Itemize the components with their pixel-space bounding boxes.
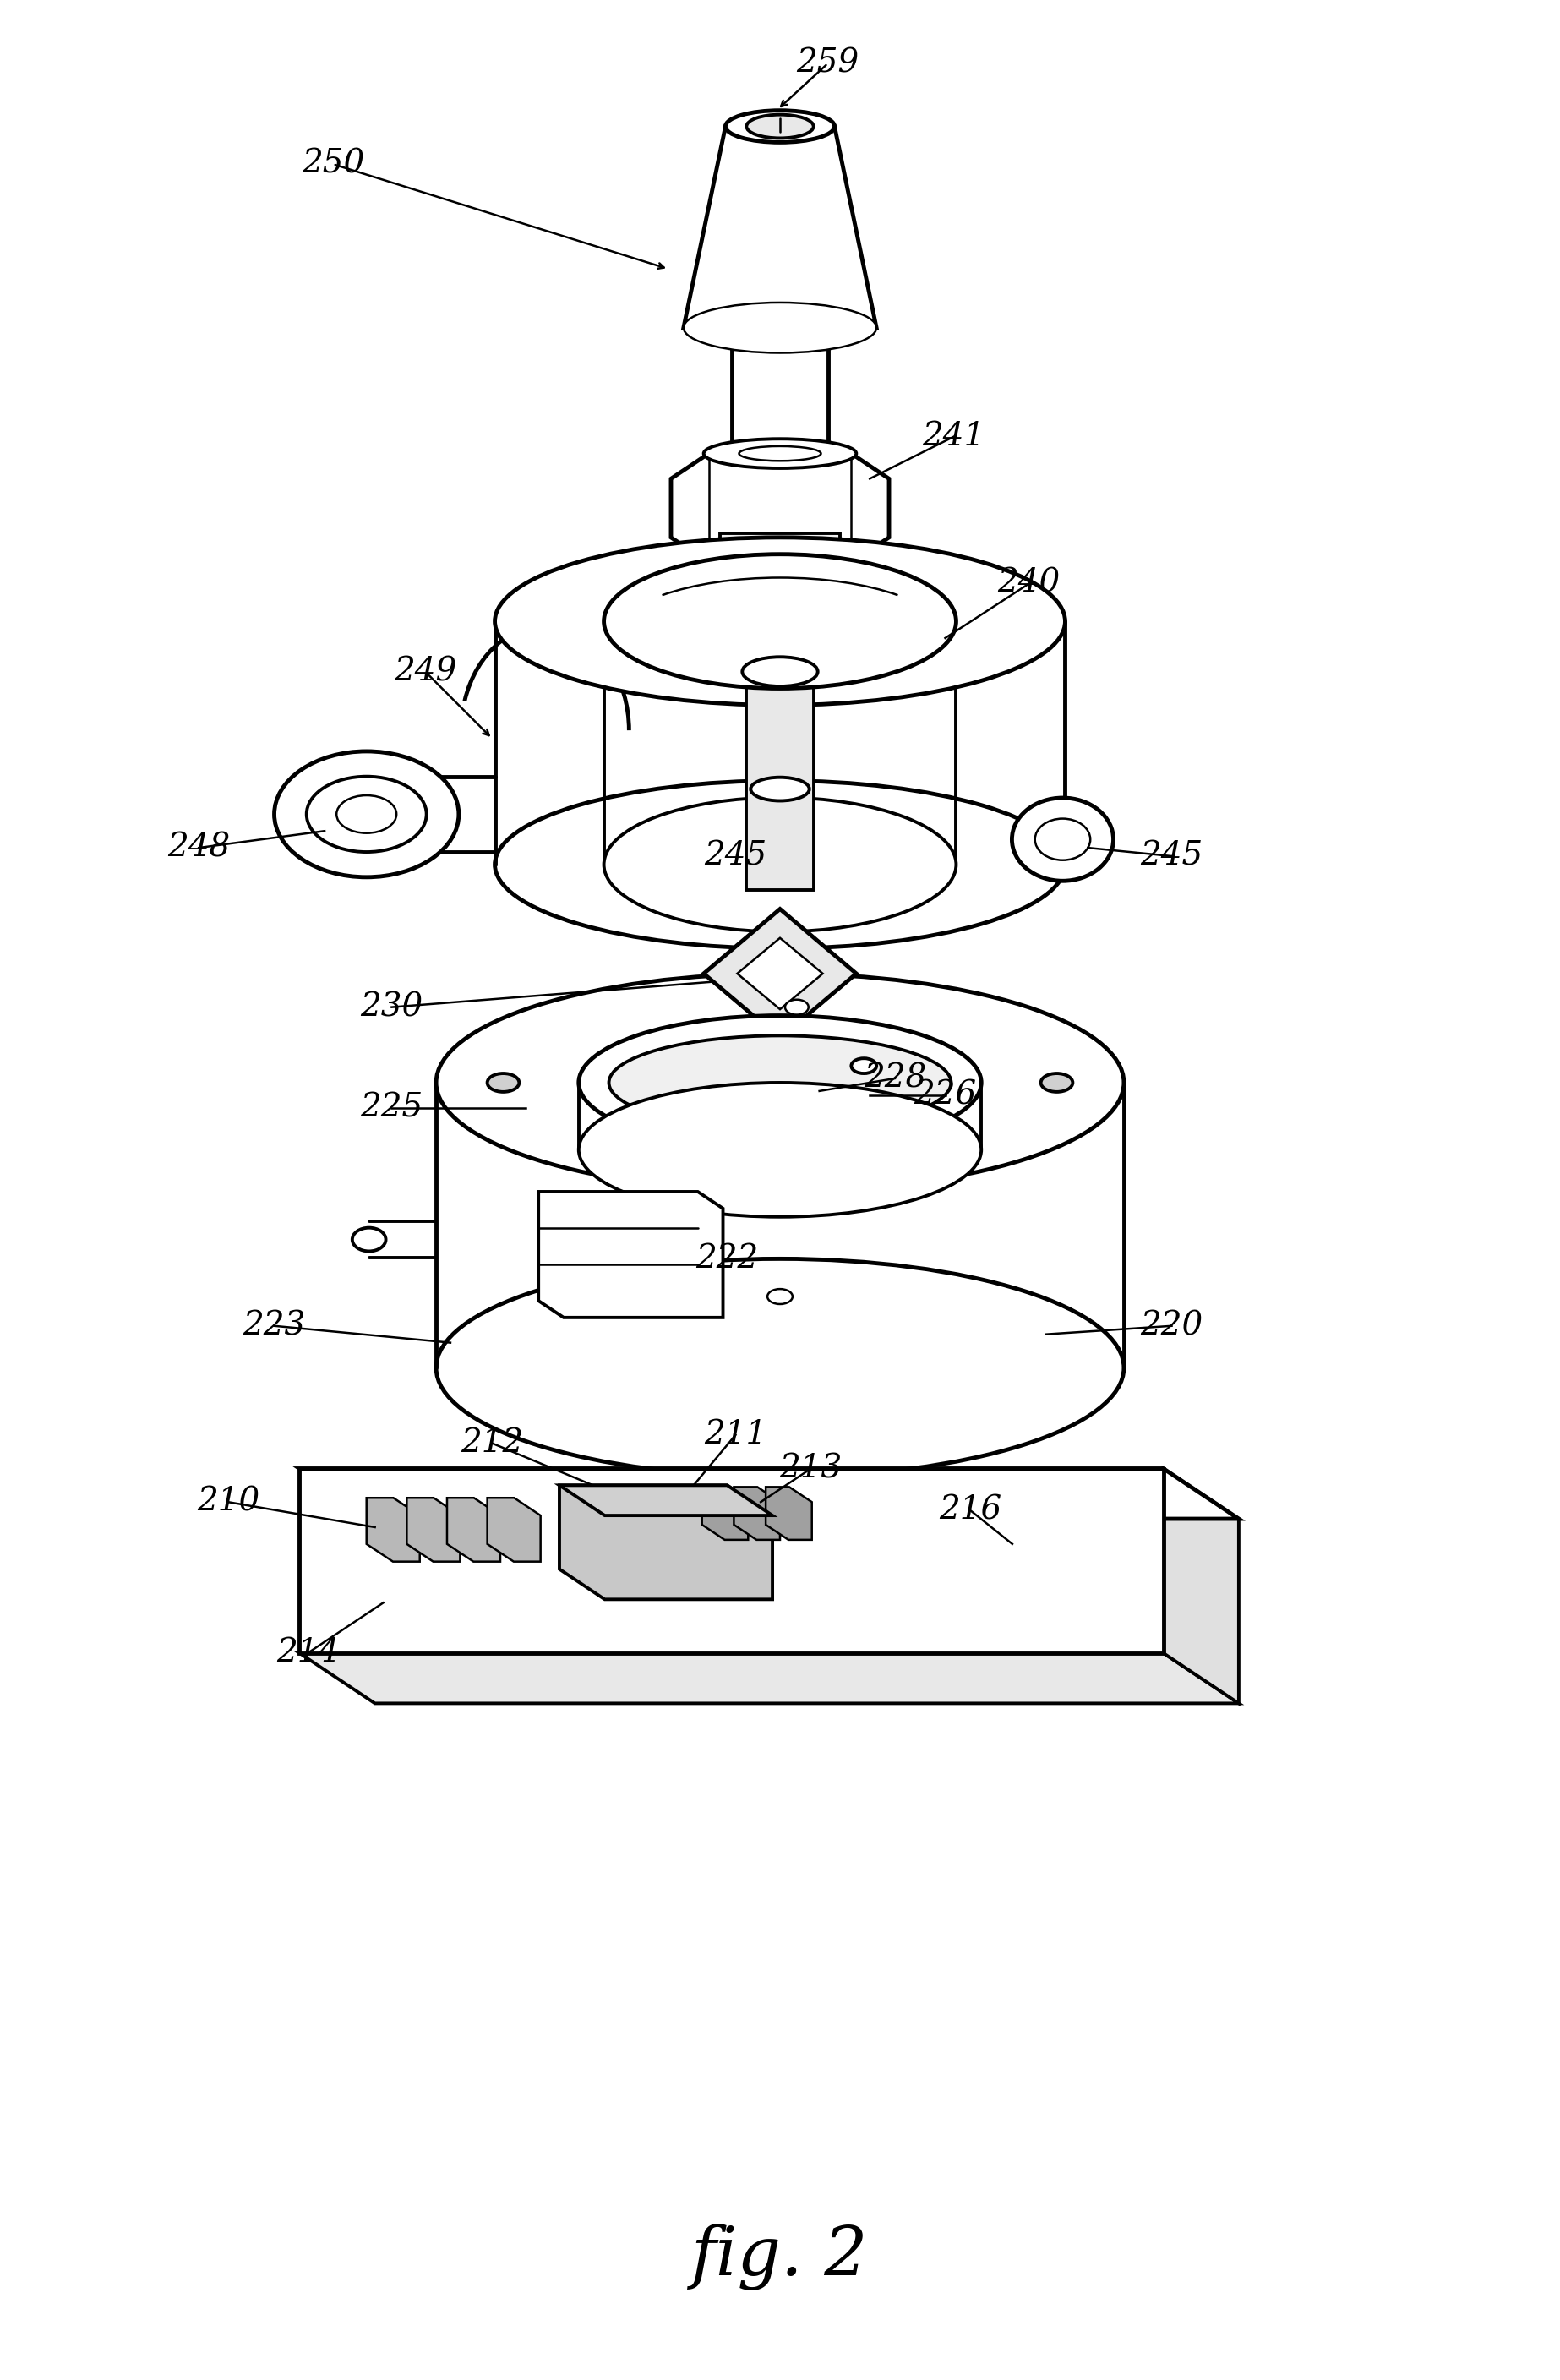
Text: 220: 220	[1140, 1311, 1203, 1342]
Polygon shape	[300, 1468, 1239, 1518]
Ellipse shape	[750, 778, 810, 800]
Text: 249: 249	[393, 657, 457, 688]
Polygon shape	[560, 1485, 772, 1516]
Polygon shape	[300, 1468, 1164, 1654]
Text: 245: 245	[1140, 840, 1203, 871]
Ellipse shape	[495, 538, 1065, 704]
Polygon shape	[732, 328, 828, 455]
Polygon shape	[704, 909, 856, 1038]
Polygon shape	[746, 562, 814, 664]
Ellipse shape	[852, 1059, 877, 1073]
Ellipse shape	[1041, 1073, 1073, 1092]
Ellipse shape	[746, 114, 814, 138]
Polygon shape	[721, 533, 839, 562]
Text: 228: 228	[864, 1064, 927, 1095]
Ellipse shape	[746, 655, 814, 674]
Polygon shape	[560, 1485, 772, 1599]
Ellipse shape	[353, 1228, 385, 1252]
Polygon shape	[738, 938, 822, 1009]
Text: 223: 223	[243, 1311, 306, 1342]
Text: 214: 214	[276, 1637, 339, 1668]
Text: 240: 240	[998, 569, 1061, 600]
Ellipse shape	[739, 445, 821, 462]
Text: 230: 230	[360, 992, 423, 1023]
Text: 241: 241	[922, 421, 984, 452]
Polygon shape	[702, 1488, 749, 1540]
Polygon shape	[407, 1497, 460, 1561]
Text: 216: 216	[939, 1495, 1002, 1526]
Polygon shape	[1164, 1468, 1239, 1704]
Polygon shape	[671, 455, 889, 562]
Text: 210: 210	[197, 1488, 259, 1518]
Ellipse shape	[437, 973, 1123, 1192]
Ellipse shape	[495, 781, 1065, 947]
Ellipse shape	[487, 1073, 519, 1092]
Ellipse shape	[785, 1000, 808, 1014]
Ellipse shape	[704, 438, 856, 469]
Ellipse shape	[671, 545, 889, 578]
Polygon shape	[538, 1192, 722, 1319]
Polygon shape	[367, 1497, 420, 1561]
Text: 225: 225	[360, 1092, 423, 1123]
Ellipse shape	[608, 1035, 952, 1130]
Text: 213: 213	[780, 1452, 842, 1485]
Text: fig. 2: fig. 2	[691, 2223, 869, 2290]
Polygon shape	[733, 1488, 780, 1540]
Ellipse shape	[604, 555, 956, 688]
Ellipse shape	[275, 752, 459, 878]
Ellipse shape	[725, 109, 835, 143]
Polygon shape	[683, 126, 877, 328]
Text: 248: 248	[167, 833, 231, 864]
Text: 245: 245	[704, 840, 768, 871]
Ellipse shape	[307, 776, 426, 852]
Text: 212: 212	[460, 1428, 524, 1459]
Text: 211: 211	[704, 1418, 768, 1449]
Text: 226: 226	[914, 1081, 977, 1111]
Polygon shape	[448, 1497, 501, 1561]
Ellipse shape	[683, 302, 877, 352]
Polygon shape	[487, 1497, 541, 1561]
Polygon shape	[300, 1654, 1239, 1704]
Ellipse shape	[604, 797, 956, 931]
Ellipse shape	[1012, 797, 1114, 881]
Text: 259: 259	[797, 48, 860, 79]
Text: 250: 250	[301, 148, 365, 181]
Ellipse shape	[579, 1083, 981, 1216]
Ellipse shape	[437, 1259, 1123, 1478]
Ellipse shape	[1034, 819, 1090, 859]
Ellipse shape	[732, 440, 828, 466]
Ellipse shape	[579, 1016, 981, 1150]
Ellipse shape	[743, 657, 817, 685]
Polygon shape	[746, 595, 814, 890]
Text: 222: 222	[696, 1242, 758, 1273]
Polygon shape	[766, 1488, 811, 1540]
